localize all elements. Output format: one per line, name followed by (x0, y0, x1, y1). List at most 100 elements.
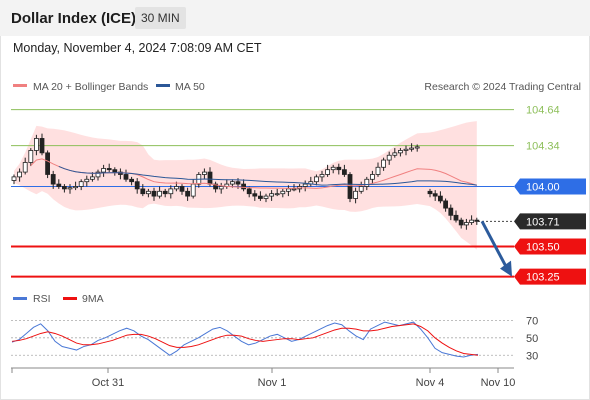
candle-body (95, 171, 101, 178)
candle-body (45, 152, 50, 175)
candle-body (162, 190, 168, 195)
rsi-ma-line (11, 323, 479, 356)
time-tick-label: Nov 10 (481, 377, 516, 389)
candle-body (463, 222, 469, 226)
rsi-tick-label: 30 (526, 350, 538, 362)
time-tick-label: Nov 1 (258, 377, 287, 389)
level-label: 103.25 (526, 272, 560, 284)
candle-body (62, 186, 67, 190)
level-tag (514, 178, 586, 195)
candle-body (252, 193, 258, 197)
rsi-ma-legend-swatch (63, 297, 77, 300)
candle-body (22, 162, 28, 173)
candle-body (134, 181, 140, 190)
time-axis: Oct 31 Nov 1 Nov 4 Nov 10 (11, 368, 516, 389)
candle-body (386, 154, 392, 161)
level-label: 103.50 (526, 242, 560, 254)
candle-body (341, 169, 347, 175)
candle-body (112, 169, 118, 173)
candle-body (313, 176, 319, 183)
candle-body (84, 178, 90, 183)
rsi-ma-legend-label: 9MA (82, 293, 104, 305)
candle-body (123, 174, 129, 180)
candle-body (101, 168, 106, 173)
candle-body (280, 190, 286, 195)
candle-body (381, 159, 387, 168)
candle-body (403, 148, 409, 151)
candle-body (392, 152, 398, 156)
candle-body (157, 190, 163, 197)
candle-body (285, 188, 291, 192)
chart-timestamp: Monday, November 4, 2024 7:08:09 AM CET (13, 41, 262, 55)
level-label: 104.00 (526, 181, 560, 193)
candle-body (353, 190, 359, 199)
ma50-line (58, 166, 477, 186)
instrument-title: Dollar Index (ICE) (11, 10, 137, 27)
candle-body (90, 176, 95, 180)
rsi-line (11, 321, 479, 358)
candle-body (325, 169, 331, 175)
candle-body (106, 168, 112, 171)
rsi-panel: 30 50 70 (11, 315, 538, 362)
candle-body (207, 171, 213, 185)
candle-body (168, 188, 174, 195)
time-tick-label: Nov 4 (416, 377, 445, 389)
rsi-legend-label: RSI (33, 293, 51, 305)
forecast-arrow-head (500, 260, 512, 277)
level-tag (514, 268, 586, 285)
candle-body (427, 190, 433, 195)
candle-body (437, 195, 443, 202)
level-label: 104.34 (526, 141, 560, 153)
candle-body (291, 188, 297, 191)
candle-body (67, 187, 73, 190)
candle-body (151, 190, 157, 197)
level-label: 103.71 (526, 216, 560, 228)
candle-body (17, 171, 23, 178)
candle-body (56, 183, 62, 187)
ma20-legend-swatch (13, 84, 27, 87)
candle-body (397, 150, 403, 154)
ma50-legend-swatch (156, 84, 170, 87)
candle-body (448, 207, 454, 216)
candle-body (369, 174, 375, 180)
candle-body (263, 195, 269, 199)
candle-body (129, 178, 135, 183)
rsi-tick-label: 50 (526, 333, 538, 345)
credit-label: Research © 2024 Trading Central (424, 81, 581, 93)
candle-body (78, 181, 84, 187)
timeframe-badge[interactable]: 30 MIN (135, 7, 186, 29)
candle-body (140, 188, 146, 195)
candle-body (73, 186, 78, 189)
ma50-legend-label: MA 50 (175, 81, 205, 93)
candle-body (11, 176, 17, 181)
candle-body (218, 186, 224, 190)
candle-body (432, 193, 438, 197)
candle-body (336, 166, 342, 171)
candle-body (50, 174, 56, 185)
candle-body (458, 219, 464, 226)
candle-body (190, 183, 196, 197)
candle-body (213, 183, 219, 190)
level-tag (514, 213, 586, 230)
candle-body (364, 178, 370, 187)
ma20-legend-label: MA 20 + Bollinger Bands (33, 81, 148, 93)
candle-body (185, 190, 191, 197)
candle-body (257, 195, 263, 199)
candle-body (409, 147, 415, 150)
candle-body (34, 138, 39, 151)
candle-body (235, 181, 241, 185)
level-tag (514, 238, 586, 255)
chart-header: Dollar Index (ICE) 30 MIN (0, 0, 590, 36)
candle-body (229, 181, 235, 185)
candle-body (469, 219, 475, 223)
candle-body (269, 193, 275, 197)
candle-body (330, 166, 336, 171)
candle-body (246, 188, 252, 195)
candle-body (443, 200, 449, 209)
candle-body (347, 174, 353, 199)
candle-body (28, 150, 34, 163)
candle-body (201, 171, 207, 175)
candle-body (241, 183, 247, 190)
level-label: 104.64 (526, 105, 560, 117)
